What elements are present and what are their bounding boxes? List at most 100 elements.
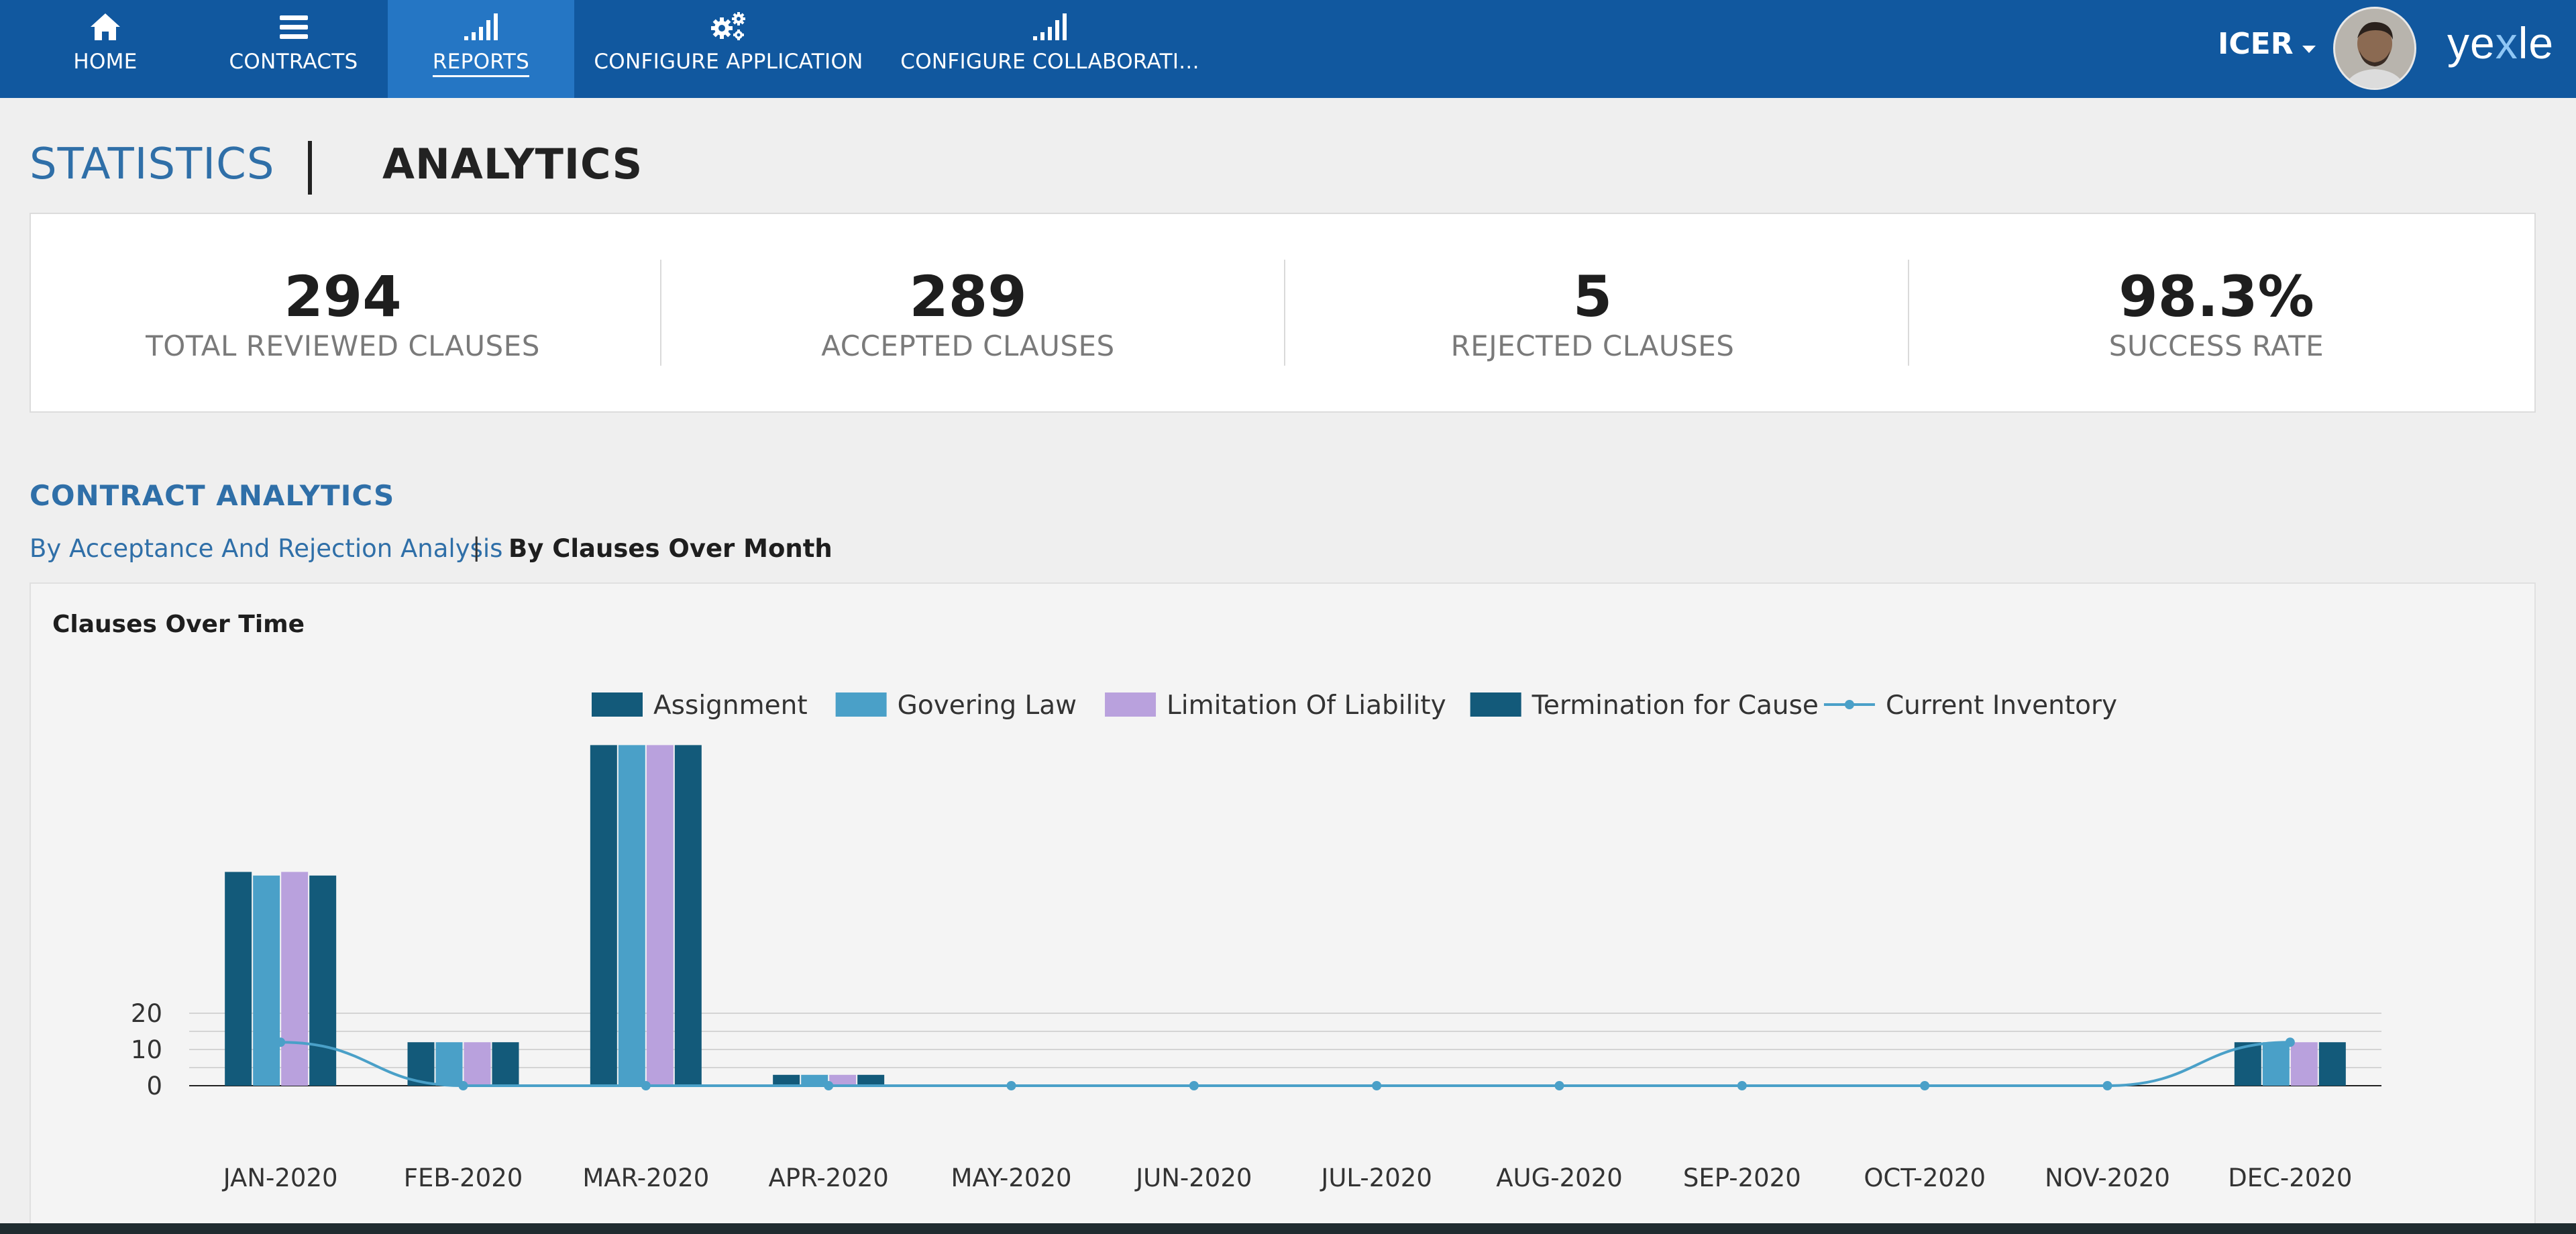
bar	[2318, 1042, 2346, 1086]
legend-label: Termination for Cause	[1532, 690, 1819, 721]
taskbar-strip	[0, 1223, 2576, 1234]
series-line	[280, 1041, 2290, 1087]
y-tick-label: 20	[131, 999, 162, 1028]
nav-item-label: HOME	[73, 50, 138, 74]
x-tick-label: JUN-2020	[1134, 1164, 1252, 1192]
list-icon	[278, 11, 309, 42]
stat-value: 5	[1572, 264, 1613, 329]
line-point	[824, 1081, 834, 1090]
nav-item-label: CONFIGURE COLLABORATI...	[900, 50, 1199, 74]
stat-total-reviewed: 294 TOTAL REVIEWED CLAUSES	[31, 214, 655, 413]
x-tick-label: AUG-2020	[1496, 1164, 1623, 1192]
bar	[801, 1074, 828, 1086]
stat-label: ACCEPTED CLAUSES	[821, 329, 1115, 362]
user-menu[interactable]: ICER	[2218, 27, 2316, 61]
subtab-acceptance-rejection[interactable]: By Acceptance And Rejection Analysis	[30, 534, 503, 563]
nav-item-label: CONTRACTS	[229, 50, 358, 74]
legend-label: Assignment	[653, 690, 808, 721]
stat-accepted: 289 ACCEPTED CLAUSES	[656, 214, 1280, 413]
subtab-separator: |	[472, 533, 481, 562]
nav-item-label: CONFIGURE APPLICATION	[594, 50, 863, 74]
nav-item-home[interactable]: HOME	[42, 0, 169, 98]
x-tick-label: FEB-2020	[404, 1164, 523, 1192]
line-point	[276, 1037, 286, 1047]
legend-swatch	[1105, 692, 1157, 717]
stats-card: 294 TOTAL REVIEWED CLAUSES 289 ACCEPTED …	[30, 213, 2536, 413]
legend-label: Current Inventory	[1886, 690, 2117, 721]
line-point	[1006, 1081, 1016, 1090]
bar	[590, 745, 617, 1086]
bar	[646, 745, 674, 1086]
legend-swatch	[592, 692, 643, 717]
x-tick-label: JAN-2020	[222, 1164, 338, 1192]
bar	[829, 1074, 857, 1086]
bar	[464, 1042, 491, 1086]
user-name: ICER	[2218, 27, 2294, 61]
x-tick-label: APR-2020	[768, 1164, 888, 1192]
line-point	[1372, 1081, 1382, 1090]
bar	[773, 1074, 800, 1086]
x-tick-label: JUL-2020	[1320, 1164, 1432, 1192]
line-point	[2102, 1081, 2112, 1090]
y-tick-label: 10	[131, 1035, 162, 1064]
stat-divider	[1908, 260, 1909, 366]
line-point	[1920, 1081, 1930, 1090]
stat-value: 289	[909, 264, 1027, 329]
stat-label: SUCCESS RATE	[2108, 329, 2324, 362]
x-tick-label: NOV-2020	[2045, 1164, 2170, 1192]
nav-item-configure-collaboration[interactable]: CONFIGURE COLLABORATI...	[899, 0, 1201, 98]
bar	[857, 1074, 885, 1086]
nav-item-contracts[interactable]: CONTRACTS	[208, 0, 379, 98]
section-title: CONTRACT ANALYTICS	[30, 479, 395, 512]
subtab-clauses-over-month[interactable]: By Clauses Over Month	[508, 534, 833, 563]
bar	[281, 872, 309, 1086]
line-point	[1554, 1081, 1564, 1090]
legend-swatch	[1470, 692, 1521, 717]
x-tick-label: MAR-2020	[582, 1164, 709, 1192]
bar	[2262, 1042, 2290, 1086]
legend-swatch	[835, 692, 887, 717]
x-tick-label: DEC-2020	[2228, 1164, 2352, 1192]
bar	[225, 872, 252, 1086]
line-point	[641, 1081, 651, 1090]
bar	[618, 745, 645, 1086]
avatar[interactable]	[2333, 7, 2416, 90]
line-point	[1189, 1081, 1199, 1090]
stat-success-rate: 98.3% SUCCESS RATE	[1904, 214, 2528, 413]
x-tick-label: MAY-2020	[951, 1164, 1071, 1192]
header-divider	[308, 141, 312, 195]
stat-rejected: 5 REJECTED CLAUSES	[1281, 214, 1904, 413]
x-tick-label: OCT-2020	[1864, 1164, 1986, 1192]
stat-value: 294	[284, 264, 402, 329]
stat-divider	[1284, 260, 1285, 366]
legend-label: Govering Law	[898, 690, 1077, 721]
legend-label: Limitation Of Liability	[1167, 690, 1446, 721]
chart-title: Clauses Over Time	[52, 611, 305, 638]
bar	[253, 875, 280, 1086]
signal-bars-icon	[463, 11, 499, 42]
user-avatar-icon	[2335, 9, 2414, 88]
bar	[674, 745, 702, 1086]
caret-down-icon	[2302, 27, 2316, 61]
legend-line-marker	[1844, 700, 1854, 709]
line-point	[1737, 1081, 1747, 1090]
stat-value: 98.3%	[2118, 264, 2314, 329]
stat-label: REJECTED CLAUSES	[1450, 329, 1735, 362]
bar	[492, 1042, 519, 1086]
home-icon	[89, 11, 121, 42]
bar	[309, 875, 337, 1086]
nav-item-configure-application[interactable]: CONFIGURE APPLICATION	[588, 0, 869, 98]
bar	[435, 1042, 463, 1086]
tab-statistics[interactable]: STATISTICS	[30, 140, 275, 189]
nav-item-label: REPORTS	[432, 50, 530, 77]
brand-logo: yexle	[2447, 18, 2555, 68]
nav-item-reports[interactable]: REPORTS	[388, 0, 574, 98]
stat-label: TOTAL REVIEWED CLAUSES	[146, 329, 540, 362]
x-tick-label: SEP-2020	[1683, 1164, 1801, 1192]
signal-bars-icon	[1032, 11, 1068, 42]
clauses-over-time-chart: 0 10 20 JAN-2020 FEB-2020 MAR-2020 APR-2020 MAY…	[131, 690, 2381, 1192]
tab-analytics[interactable]: ANALYTICS	[382, 140, 643, 189]
bar	[2290, 1042, 2318, 1086]
chart-card: Clauses Over Time 0 10 20 JAN-2020 FEB-2020 M…	[30, 582, 2536, 1234]
top-nav-bar: HOME CONTRACTS REPORTS CONFIGURE APPLICA…	[0, 0, 2576, 98]
